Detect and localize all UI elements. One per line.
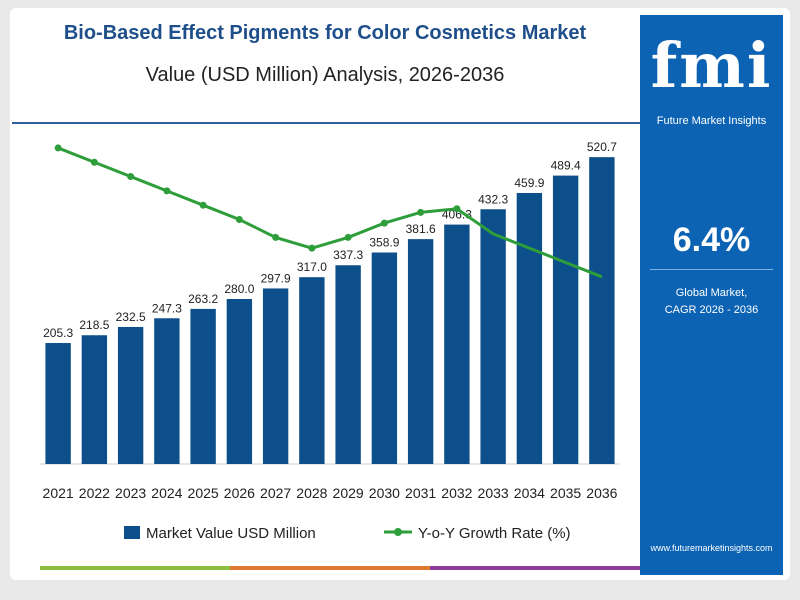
- bar-value-label-2025: 263.2: [188, 292, 218, 306]
- growth-point-2029: [344, 233, 352, 241]
- growth-point-2024: [163, 187, 171, 195]
- title-divider: [12, 122, 640, 124]
- bar-value-label-2032: 406.3: [442, 208, 472, 222]
- chart-subtitle: Value (USD Million) Analysis, 2026-2036: [145, 64, 505, 86]
- cagr-value: 6.4%: [672, 221, 751, 259]
- bar-value-label-2024: 247.3: [152, 301, 182, 315]
- bar-value-label-2030: 358.9: [369, 236, 399, 250]
- cagr-label: Global Market, CAGR 2026 - 2036: [650, 285, 773, 319]
- x-tick-2032: 2032: [441, 485, 472, 501]
- bar-value-label-2021: 205.3: [43, 326, 73, 340]
- bar-2029: [335, 265, 361, 464]
- growth-point-2036: [598, 273, 605, 280]
- bar-value-label-2023: 232.5: [116, 310, 146, 324]
- growth-point-2035: [562, 259, 569, 266]
- growth-point-2032: [453, 205, 461, 213]
- accent-bar-green: [40, 566, 230, 570]
- chart-title: Bio-Based Effect Pigments for Color Cosm…: [63, 22, 587, 44]
- x-tick-2024: 2024: [151, 485, 182, 501]
- x-tick-2022: 2022: [79, 485, 110, 501]
- bar-value-label-2033: 432.3: [478, 192, 508, 206]
- legend-market-swatch: [124, 526, 140, 539]
- bar-value-label-2029: 337.3: [333, 248, 363, 262]
- growth-rate-line: [57, 146, 603, 279]
- x-tick-2029: 2029: [333, 485, 364, 501]
- bar-2022: [81, 335, 108, 464]
- legend-market-label: Market Value USD Million: [146, 525, 316, 542]
- accent-bar-purple: [430, 566, 640, 570]
- bar-2021: [45, 343, 71, 464]
- growth-point-2022: [90, 158, 98, 166]
- x-tick-2035: 2035: [550, 485, 581, 501]
- bar-2025: [190, 308, 216, 464]
- bar-value-label-2036: 520.7: [587, 140, 617, 154]
- growth-point-2031: [417, 208, 425, 216]
- x-tick-2028: 2028: [296, 485, 327, 501]
- fmi-logo: fmi: [650, 29, 773, 102]
- brand-panel: fmi Future Market Insights 6.4% Global M…: [640, 15, 783, 575]
- bar-2034: [516, 192, 543, 465]
- growth-point-2025: [199, 201, 207, 209]
- bar-2024: [154, 318, 180, 464]
- market-chart: 205.3 218.5 232.5 247.3 263.2 280.0 297.9 317.0…: [40, 140, 620, 542]
- x-tick-2033: 2033: [478, 485, 509, 501]
- growth-point-2026: [235, 216, 243, 224]
- legend: Market Value USD Million Y-o-Y Growth Ra…: [124, 525, 571, 542]
- x-tick-2025: 2025: [188, 485, 219, 501]
- x-tick-2027: 2027: [260, 485, 291, 501]
- bar-value-label-2028: 317.0: [297, 260, 327, 274]
- website-link[interactable]: www.futuremarketinsights.com: [650, 543, 773, 553]
- bar-value-label-2026: 280.0: [224, 282, 254, 296]
- growth-point-2028: [308, 244, 316, 252]
- x-tick-2026: 2026: [224, 485, 255, 501]
- legend-growth-label: Y-o-Y Growth Rate (%): [418, 525, 571, 542]
- x-tick-2034: 2034: [514, 485, 545, 501]
- cagr-divider: [650, 269, 773, 270]
- logo-subtitle: Future Market Insights: [656, 115, 767, 127]
- bar-2036: [589, 157, 615, 464]
- bar-2028: [299, 277, 325, 464]
- growth-point-2034: [526, 245, 533, 252]
- x-tick-2030: 2030: [369, 485, 400, 501]
- accent-bar-orange: [230, 566, 430, 570]
- cagr-label-line-1: Global Market,: [675, 287, 748, 299]
- bar-2035: [552, 175, 579, 464]
- growth-point-2021: [54, 144, 62, 152]
- x-tick-2021: 2021: [43, 485, 74, 501]
- bar-2027: [262, 288, 289, 464]
- bar-2031: [407, 239, 434, 464]
- bar-2033: [480, 209, 506, 464]
- growth-point-2030: [380, 219, 388, 227]
- bar-value-label-2031: 381.6: [406, 222, 436, 236]
- growth-point-2027: [272, 233, 280, 241]
- growth-point-2023: [127, 173, 135, 181]
- bar-2030: [371, 252, 398, 464]
- x-tick-2036: 2036: [586, 485, 617, 501]
- bar-value-label-2022: 218.5: [79, 318, 109, 332]
- x-tick-2031: 2031: [405, 485, 436, 501]
- growth-point-2033: [490, 230, 497, 237]
- bar-2023: [117, 326, 144, 464]
- bar-value-label-2034: 459.9: [514, 176, 544, 190]
- x-tick-2023: 2023: [115, 485, 146, 501]
- bar-2032: [444, 224, 470, 464]
- bar-value-label-2035: 489.4: [551, 159, 581, 173]
- bar-2026: [226, 299, 253, 464]
- cagr-label-line-2: CAGR 2026 - 2036: [664, 304, 759, 316]
- legend-growth-marker: [394, 528, 402, 536]
- bar-value-label-2027: 297.9: [261, 271, 291, 285]
